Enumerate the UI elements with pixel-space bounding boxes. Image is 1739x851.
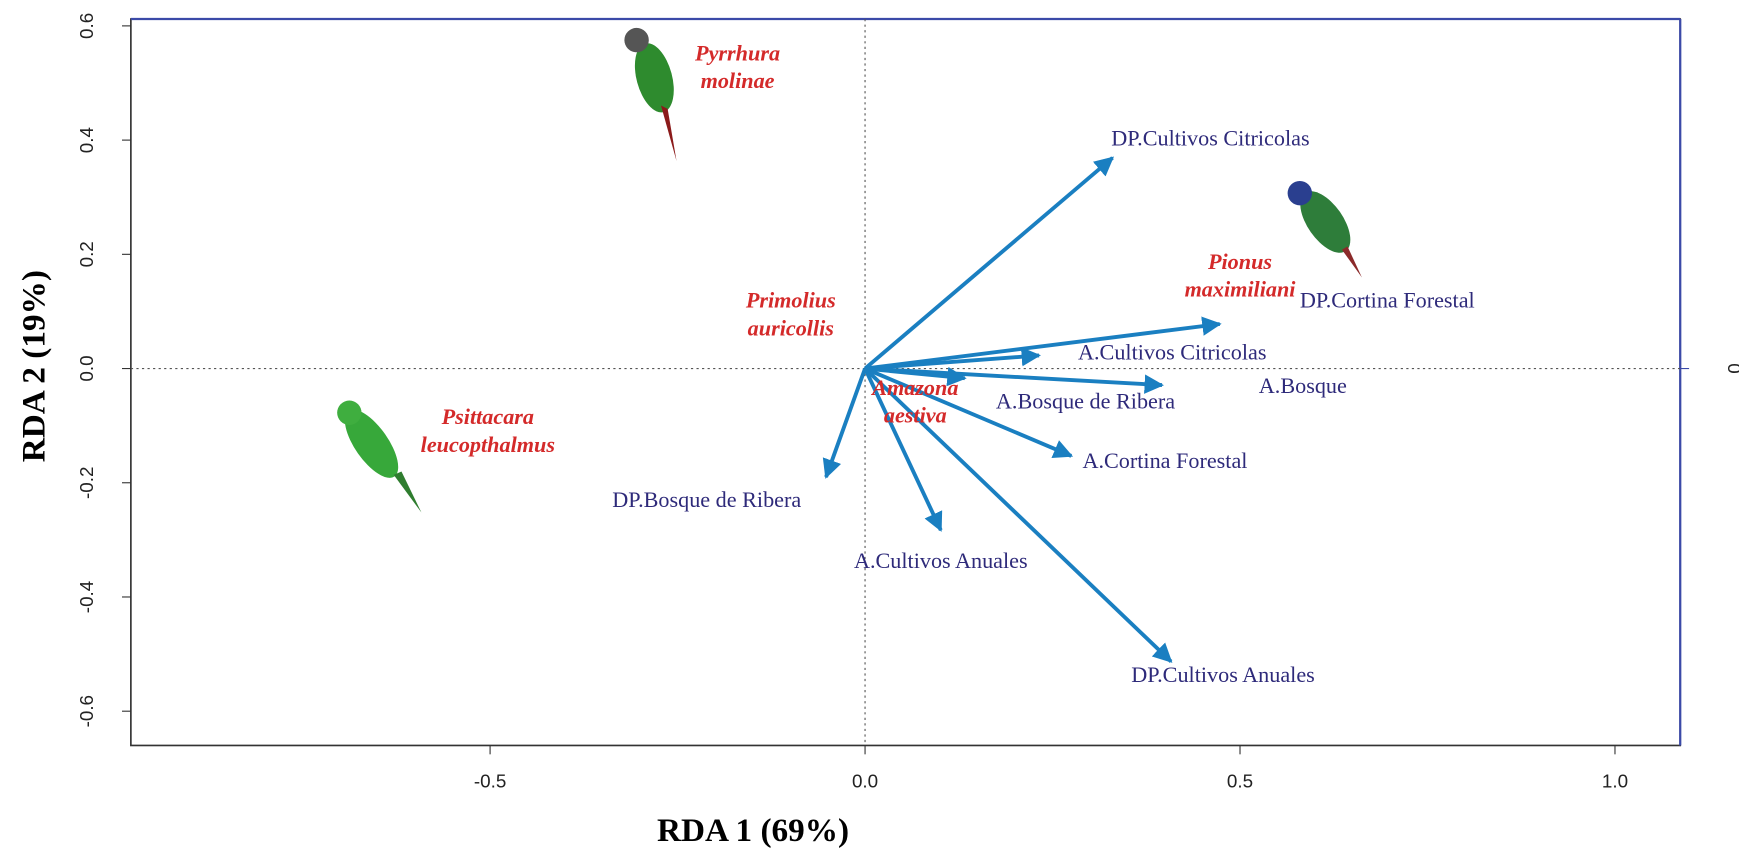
x-axis-label: RDA 1 (69%) — [657, 812, 849, 849]
y-tick-label: 0.6 — [76, 13, 97, 39]
arrow-label: A.Cultivos Anuales — [854, 548, 1028, 573]
species-name-line: leucopthalmus — [421, 432, 555, 457]
arrow-label: DP.Cultivos Citricolas — [1111, 125, 1309, 150]
arrow-label: A.Cultivos Citricolas — [1078, 340, 1266, 365]
x-tick-label: 0.0 — [852, 771, 878, 792]
species-name-line: auricollis — [748, 315, 834, 340]
page: RDA 1 (69%) RDA 2 (19%) -0.5 0.0 0.5 1.0 -0.… — [0, 0, 1739, 851]
arrow — [826, 369, 865, 478]
y-tick-label: -0.2 — [76, 467, 97, 499]
species-name-line: Pionus — [1207, 249, 1272, 274]
y-tick-label: -0.4 — [76, 581, 97, 613]
arrow-label: DP.Cortina Forestal — [1300, 287, 1475, 312]
species-label: Pyrrhura molinae — [694, 40, 780, 93]
species-name-line: maximiliani — [1185, 277, 1297, 302]
arrow-label: A.Bosque de Ribera — [996, 388, 1175, 413]
x-tick-label: 0.5 — [1227, 771, 1253, 792]
species-name-line: aestiva — [884, 403, 947, 428]
x-tick-label: 1.0 — [1602, 771, 1628, 792]
parrot-pionus — [1288, 181, 1362, 277]
parrot-psittacara — [335, 401, 421, 513]
species-name-line: Amazona — [870, 375, 958, 400]
chart: RDA 1 (69%) RDA 2 (19%) -0.5 0.0 0.5 1.0 -0.… — [0, 0, 1739, 851]
species-name-line: Primolius — [745, 288, 836, 313]
y2-tick-label: 0 — [1724, 363, 1739, 373]
arrow-label: A.Bosque — [1259, 373, 1347, 398]
species-name-line: molinae — [701, 68, 775, 93]
species-label: Pionus maximiliani — [1185, 249, 1297, 302]
y-axis-label: RDA 2 (19%) — [15, 270, 52, 462]
species-label: Psittacara leucopthalmus — [421, 404, 555, 457]
y-tick-label: 0.4 — [76, 127, 97, 153]
y-tick-label: -0.6 — [76, 695, 97, 727]
arrow-label: DP.Cultivos Anuales — [1131, 662, 1315, 687]
x-tick-label: -0.5 — [474, 771, 506, 792]
y-tick-label: 0.0 — [76, 355, 97, 381]
arrow-label: DP.Bosque de Ribera — [612, 487, 801, 512]
arrow — [865, 158, 1112, 369]
arrow-label: A.Cortina Forestal — [1082, 448, 1247, 473]
parrot-pyrrhura — [624, 28, 680, 161]
species-name-line: Psittacara — [441, 404, 534, 429]
y-tick-label: 0.2 — [76, 241, 97, 267]
species-name-line: Pyrrhura — [694, 40, 780, 65]
